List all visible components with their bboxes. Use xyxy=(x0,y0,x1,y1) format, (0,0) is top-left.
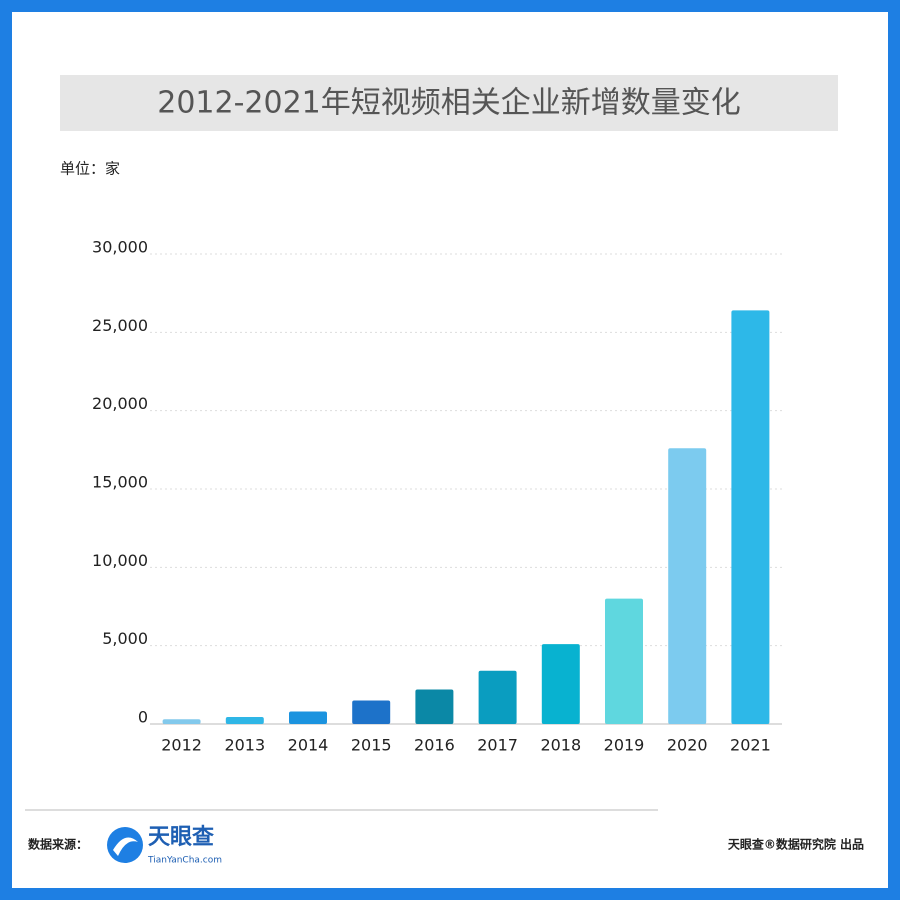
y-tick-label: 15,000 xyxy=(92,473,148,492)
x-tick-label: 2016 xyxy=(414,736,455,755)
y-tick-label: 0 xyxy=(138,708,148,727)
x-tick-label: 2013 xyxy=(224,736,265,755)
bar xyxy=(605,598,643,724)
y-tick-label: 30,000 xyxy=(92,238,148,257)
x-tick-label: 2017 xyxy=(477,736,518,755)
bar xyxy=(225,716,264,724)
unit-label: 单位：家 xyxy=(60,160,120,178)
x-tick-label: 2018 xyxy=(540,736,581,755)
bar xyxy=(668,448,707,724)
title-box xyxy=(60,75,838,131)
bar xyxy=(352,700,391,724)
y-tick-label: 5,000 xyxy=(102,629,148,648)
logo-url: TianYanCha.com xyxy=(147,856,222,866)
logo-name: 天眼查 xyxy=(148,825,214,850)
plot: 0 5,000 10,000 15,000 20,000 25,000 30,000 2012… xyxy=(92,238,782,755)
y-tick-label: 25,000 xyxy=(92,316,148,335)
x-tick-label: 2014 xyxy=(288,736,329,755)
y-tick-label: 10,000 xyxy=(92,551,148,570)
x-tick-label: 2020 xyxy=(667,736,708,755)
logo-wave xyxy=(113,837,138,856)
y-tick-label: 20,000 xyxy=(92,394,148,413)
bar xyxy=(541,644,580,724)
bar xyxy=(289,711,327,724)
bar xyxy=(415,689,454,724)
credit: 天眼查®数据研究院 出品 xyxy=(728,837,864,852)
x-tick-label: 2015 xyxy=(351,736,392,755)
chart-title: 2012-2021年短视频相关企业新增数量变化 xyxy=(157,86,741,121)
bar xyxy=(731,310,770,724)
source-label: 数据来源： xyxy=(28,837,88,852)
bar xyxy=(162,719,201,724)
x-tick-label: 2012 xyxy=(161,736,202,755)
bar xyxy=(478,670,517,724)
x-tick-label: 2021 xyxy=(730,736,771,755)
x-tick-label: 2019 xyxy=(604,736,645,755)
